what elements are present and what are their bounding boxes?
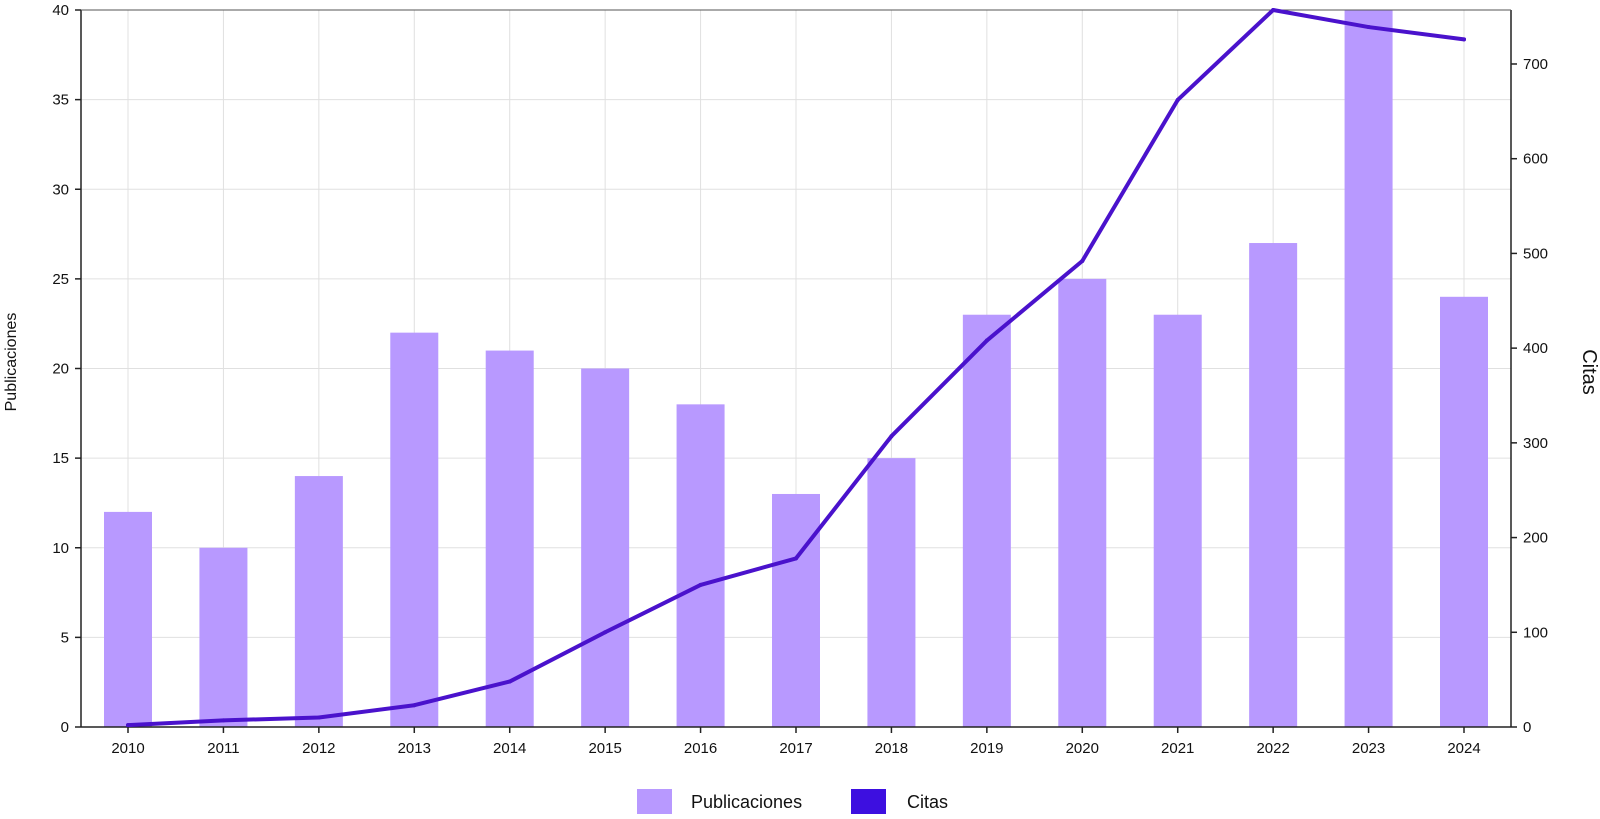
xtick-label-2017: 2017 — [779, 740, 812, 757]
ytick-label-left-1: 5 — [61, 629, 69, 646]
ytick-label-left-0: 0 — [61, 719, 69, 736]
point-citas-2020 — [1080, 258, 1085, 263]
point-citas-2011 — [221, 718, 226, 723]
y-axis-title-right: Citas — [1578, 349, 1600, 395]
point-citas-2013 — [412, 703, 417, 708]
bar-2013 — [390, 332, 439, 727]
ytick-label-left-2: 10 — [52, 540, 69, 557]
xtick-label-2013: 2013 — [398, 740, 431, 757]
y-axis-title-left: Publicaciones — [3, 313, 20, 412]
ytick-label-right-0: 0 — [1523, 719, 1531, 736]
bar-2023 — [1344, 10, 1393, 727]
point-citas-2018 — [889, 434, 894, 439]
point-citas-2012 — [316, 715, 321, 720]
xtick-label-2019: 2019 — [970, 740, 1003, 757]
ytick-label-left-8: 40 — [52, 2, 69, 19]
xtick-label-2018: 2018 — [875, 740, 908, 757]
ytick-label-left-4: 20 — [52, 361, 69, 378]
xtick-label-2022: 2022 — [1256, 740, 1289, 757]
bar-2011 — [199, 547, 248, 727]
ytick-label-left-5: 25 — [52, 271, 69, 288]
ytick-label-left-3: 15 — [52, 450, 69, 467]
point-citas-2023 — [1366, 25, 1371, 30]
point-citas-2024 — [1462, 37, 1466, 42]
legend-swatch-citas — [851, 789, 886, 814]
legend-swatch-publicaciones — [637, 789, 672, 814]
point-citas-2014 — [507, 679, 512, 684]
bar-2018 — [867, 458, 916, 727]
bars-publicaciones — [104, 10, 1488, 727]
xtick-label-2024: 2024 — [1447, 740, 1480, 757]
bar-2010 — [104, 511, 152, 727]
xtick-label-2021: 2021 — [1161, 740, 1194, 757]
xtick-label-2015: 2015 — [588, 740, 621, 757]
bar-2019 — [962, 314, 1011, 727]
ytick-label-right-3: 300 — [1523, 435, 1548, 452]
bar-2015 — [581, 368, 630, 727]
point-citas-2019 — [984, 338, 989, 343]
bar-2024 — [1440, 296, 1488, 727]
xtick-label-2010: 2010 — [111, 740, 144, 757]
point-citas-2022 — [1271, 8, 1276, 12]
ytick-label-right-5: 500 — [1523, 245, 1548, 262]
point-citas-2016 — [698, 582, 703, 587]
point-citas-2015 — [603, 630, 608, 635]
xtick-label-2020: 2020 — [1066, 740, 1099, 757]
ytick-label-right-7: 700 — [1523, 56, 1548, 73]
bar-2016 — [676, 404, 725, 727]
xtick-label-2012: 2012 — [302, 740, 335, 757]
xtick-label-2016: 2016 — [684, 740, 717, 757]
tick-labels: 0510152025303540010020030040050060070020… — [52, 2, 1548, 757]
xtick-label-2014: 2014 — [493, 740, 526, 757]
ytick-label-right-4: 400 — [1523, 340, 1548, 357]
ytick-label-right-1: 100 — [1523, 624, 1548, 641]
ytick-label-right-6: 600 — [1523, 151, 1548, 168]
bar-2017 — [772, 493, 820, 727]
ytick-label-right-2: 200 — [1523, 530, 1548, 547]
point-citas-2017 — [794, 556, 798, 561]
point-citas-2021 — [1175, 97, 1180, 102]
xtick-label-2023: 2023 — [1352, 740, 1385, 757]
line-citas — [126, 8, 1466, 728]
bar-2014 — [485, 350, 534, 727]
legend: Publicaciones Citas — [637, 789, 948, 814]
bar-2021 — [1153, 314, 1202, 727]
bar-2020 — [1058, 278, 1107, 727]
point-citas-2010 — [126, 723, 130, 728]
ytick-label-left-7: 35 — [52, 92, 69, 109]
legend-label-citas: Citas — [907, 792, 948, 812]
bar-2012 — [294, 476, 343, 727]
legend-label-publicaciones: Publicaciones — [691, 792, 802, 812]
ytick-label-left-6: 30 — [52, 181, 69, 198]
xtick-label-2011: 2011 — [207, 740, 239, 757]
bar-2022 — [1249, 243, 1298, 727]
